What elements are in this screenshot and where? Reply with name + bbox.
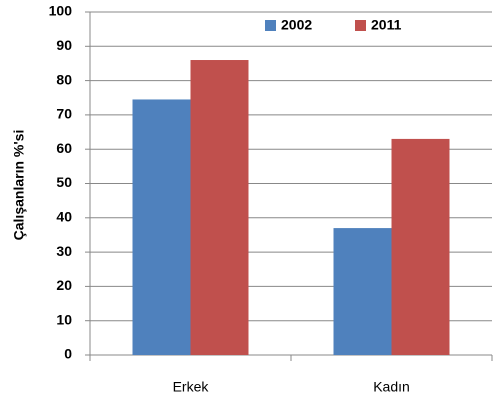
y-tick-label: 100 <box>49 3 73 19</box>
y-tick-label: 30 <box>56 243 72 259</box>
x-tick-label: Erkek <box>173 379 210 395</box>
y-axis-label: Çalışanların %'si <box>11 130 27 241</box>
legend-label: 2002 <box>281 17 312 33</box>
y-tick-label: 90 <box>56 37 72 53</box>
y-tick-label: 20 <box>56 277 72 293</box>
legend-swatch <box>355 20 366 31</box>
bar <box>391 138 450 355</box>
x-tick-label: Kadın <box>373 379 410 395</box>
legend-swatch <box>265 20 276 31</box>
y-tick-label: 60 <box>56 140 72 156</box>
legend-label: 2011 <box>371 17 402 33</box>
bar <box>190 60 249 356</box>
bar <box>132 99 191 355</box>
bar <box>333 228 392 355</box>
y-tick-label: 50 <box>56 174 72 190</box>
y-tick-label: 10 <box>56 311 72 327</box>
y-tick-label: 0 <box>64 346 72 362</box>
y-tick-label: 40 <box>56 209 72 225</box>
y-tick-label: 70 <box>56 106 72 122</box>
y-tick-label: 80 <box>56 71 72 87</box>
